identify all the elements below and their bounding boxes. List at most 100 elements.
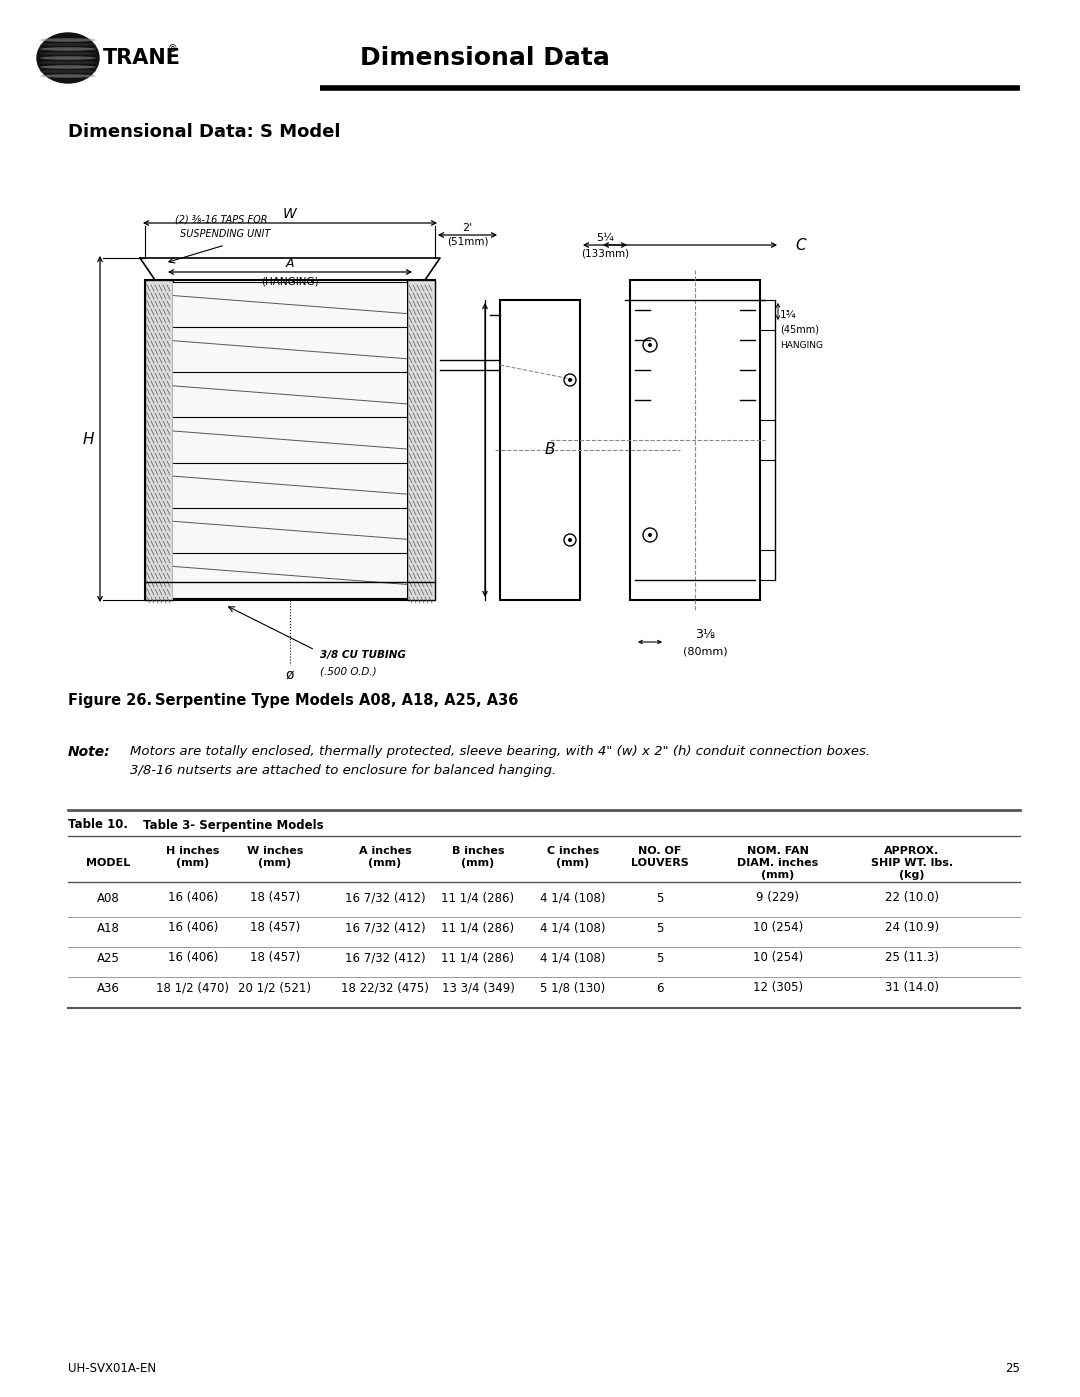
- Text: (2) ⅜-16 TAPS FOR: (2) ⅜-16 TAPS FOR: [175, 215, 268, 225]
- Ellipse shape: [40, 52, 96, 56]
- Text: Table 3- Serpentine Models: Table 3- Serpentine Models: [143, 819, 324, 831]
- Text: A36: A36: [96, 982, 120, 995]
- Text: UH-SVX01A-EN: UH-SVX01A-EN: [68, 1362, 157, 1375]
- Circle shape: [568, 538, 572, 542]
- Text: 16 (406): 16 (406): [167, 922, 218, 935]
- Text: 10 (254): 10 (254): [753, 922, 804, 935]
- Text: 4 1/4 (108): 4 1/4 (108): [540, 891, 606, 904]
- Text: (80mm): (80mm): [683, 647, 727, 657]
- Text: H: H: [82, 433, 94, 447]
- Ellipse shape: [40, 38, 96, 42]
- Text: 18 (457): 18 (457): [249, 951, 300, 964]
- Text: 3/8-16 nutserts are attached to enclosure for balanced hanging.: 3/8-16 nutserts are attached to enclosur…: [130, 764, 556, 777]
- Text: 11 1/4 (286): 11 1/4 (286): [442, 922, 514, 935]
- Bar: [145, 279, 435, 599]
- Text: Figure 26.: Figure 26.: [68, 693, 152, 707]
- Text: 20 1/2 (521): 20 1/2 (521): [239, 982, 311, 995]
- Text: SUSPENDING UNIT: SUSPENDING UNIT: [180, 229, 270, 239]
- Text: (45mm): (45mm): [780, 326, 819, 335]
- Bar: [173, 282, 407, 327]
- Text: 1¾: 1¾: [780, 310, 797, 320]
- Text: LOUVERS: LOUVERS: [631, 858, 689, 868]
- Text: 12 (305): 12 (305): [753, 982, 804, 995]
- Text: Dimensional Data: Dimensional Data: [360, 46, 610, 70]
- Bar: [173, 507, 407, 553]
- Text: TRANE: TRANE: [103, 47, 181, 68]
- Text: A25: A25: [96, 951, 120, 964]
- Bar: [145, 279, 173, 599]
- Bar: [173, 372, 407, 418]
- Text: Motors are totally enclosed, thermally protected, sleeve bearing, with 4" (w) x : Motors are totally enclosed, thermally p…: [130, 745, 870, 759]
- Text: Serpentine Type Models A08, A18, A25, A36: Serpentine Type Models A08, A18, A25, A3…: [156, 693, 518, 707]
- Text: W: W: [283, 207, 297, 221]
- Text: 9 (229): 9 (229): [756, 891, 799, 904]
- Bar: [407, 279, 435, 599]
- Circle shape: [568, 379, 572, 381]
- Text: C inches: C inches: [546, 847, 599, 856]
- Text: H inches: H inches: [166, 847, 219, 856]
- Text: 31 (14.0): 31 (14.0): [885, 982, 939, 995]
- Text: HANGING: HANGING: [780, 341, 823, 349]
- Text: 13 3/4 (349): 13 3/4 (349): [442, 982, 514, 995]
- Text: A08: A08: [96, 891, 120, 904]
- Text: 25: 25: [1005, 1362, 1020, 1375]
- Ellipse shape: [40, 47, 96, 50]
- Text: 24 (10.9): 24 (10.9): [885, 922, 940, 935]
- Bar: [173, 553, 407, 598]
- Text: A inches: A inches: [359, 847, 411, 856]
- Text: W inches: W inches: [247, 847, 303, 856]
- Text: MODEL: MODEL: [86, 858, 130, 868]
- Text: 3⅛: 3⅛: [694, 629, 715, 641]
- Text: 11 1/4 (286): 11 1/4 (286): [442, 891, 514, 904]
- Text: DIAM. inches: DIAM. inches: [738, 858, 819, 868]
- Text: 11 1/4 (286): 11 1/4 (286): [442, 951, 514, 964]
- Text: ø: ø: [286, 668, 294, 682]
- Text: 5: 5: [657, 951, 664, 964]
- Ellipse shape: [40, 70, 96, 73]
- Text: 25 (11.3): 25 (11.3): [885, 951, 939, 964]
- Bar: [500, 300, 580, 599]
- Ellipse shape: [40, 56, 96, 60]
- Text: Note:: Note:: [68, 745, 110, 759]
- Text: (HANGING): (HANGING): [261, 277, 319, 286]
- Text: 16 (406): 16 (406): [167, 891, 218, 904]
- Ellipse shape: [40, 60, 96, 64]
- Text: (mm): (mm): [556, 858, 590, 868]
- Bar: [173, 327, 407, 372]
- Text: (mm): (mm): [368, 858, 402, 868]
- Text: C: C: [795, 237, 806, 253]
- Text: 16 (406): 16 (406): [167, 951, 218, 964]
- Text: 5 1/8 (130): 5 1/8 (130): [540, 982, 606, 995]
- Text: 18 (457): 18 (457): [249, 891, 300, 904]
- Text: SHIP WT. lbs.: SHIP WT. lbs.: [870, 858, 953, 868]
- Text: 5¼: 5¼: [596, 233, 613, 243]
- Text: 16 7/32 (412): 16 7/32 (412): [345, 922, 426, 935]
- Ellipse shape: [40, 66, 96, 68]
- Polygon shape: [140, 258, 440, 279]
- Text: 22 (10.0): 22 (10.0): [885, 891, 939, 904]
- Text: 16 7/32 (412): 16 7/32 (412): [345, 891, 426, 904]
- Text: (.500 O.D.): (.500 O.D.): [320, 666, 377, 676]
- Text: 4 1/4 (108): 4 1/4 (108): [540, 922, 606, 935]
- Text: 18 (457): 18 (457): [249, 922, 300, 935]
- Text: 5: 5: [657, 891, 664, 904]
- Text: 5: 5: [657, 922, 664, 935]
- Text: B inches: B inches: [451, 847, 504, 856]
- Text: NO. OF: NO. OF: [638, 847, 681, 856]
- Text: 16 7/32 (412): 16 7/32 (412): [345, 951, 426, 964]
- Text: (mm): (mm): [461, 858, 495, 868]
- Text: 10 (254): 10 (254): [753, 951, 804, 964]
- Text: 6: 6: [657, 982, 664, 995]
- Text: (mm): (mm): [176, 858, 210, 868]
- Bar: [630, 279, 760, 599]
- Text: 4 1/4 (108): 4 1/4 (108): [540, 951, 606, 964]
- Text: 2': 2': [462, 224, 473, 233]
- Text: A: A: [286, 257, 294, 270]
- Circle shape: [648, 534, 652, 536]
- Bar: [173, 462, 407, 507]
- Text: NOM. FAN: NOM. FAN: [747, 847, 809, 856]
- Text: Dimensional Data: S Model: Dimensional Data: S Model: [68, 123, 340, 141]
- Text: APPROX.: APPROX.: [885, 847, 940, 856]
- Ellipse shape: [37, 34, 99, 82]
- Text: (133mm): (133mm): [581, 249, 629, 258]
